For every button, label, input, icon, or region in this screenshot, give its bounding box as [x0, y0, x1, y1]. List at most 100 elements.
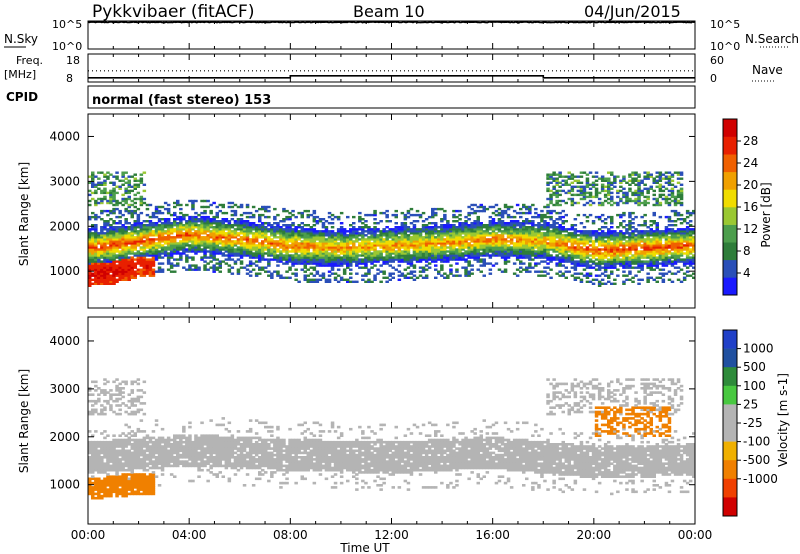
power-cell [600, 240, 605, 243]
power-cell [610, 195, 614, 199]
power-cell [667, 260, 672, 263]
power-cell [139, 246, 144, 249]
power-cell [215, 205, 219, 209]
power-cell [276, 264, 280, 267]
power-cell [115, 201, 119, 205]
power-cell [367, 272, 371, 275]
power-cell [182, 240, 186, 243]
power-cell [522, 226, 526, 229]
power-cell [121, 236, 125, 239]
power-cell [494, 248, 499, 251]
power-cell [300, 258, 304, 261]
power-cell [446, 260, 450, 263]
power-cell [494, 240, 499, 243]
power-cell [470, 236, 474, 239]
power-cell [267, 224, 271, 227]
power-cell [230, 230, 235, 233]
power-cell [515, 242, 520, 245]
power-cell [412, 248, 417, 251]
power-cell [409, 258, 414, 261]
power-cell [646, 238, 650, 241]
power-cell [336, 274, 341, 277]
power-cell [327, 254, 332, 257]
power-cell [254, 272, 259, 275]
power-cell [664, 230, 669, 233]
power-cell [485, 262, 490, 265]
power-cell [364, 230, 368, 233]
power-cell [616, 268, 620, 271]
power-cell [160, 246, 165, 249]
power-cell [215, 240, 219, 243]
power-cell [600, 256, 605, 259]
power-cell [607, 234, 611, 237]
power-cell [270, 272, 274, 275]
power-cell [261, 258, 265, 261]
power-cell [388, 242, 392, 245]
power-cell [285, 256, 289, 259]
power-cell [336, 238, 341, 241]
power-cell [546, 177, 550, 180]
power-cell [194, 236, 198, 239]
power-cell [625, 181, 629, 184]
power-cell [458, 258, 462, 261]
power-cell [421, 252, 426, 255]
power-cell [643, 250, 647, 253]
power-cell [188, 228, 192, 231]
power-cell [118, 209, 122, 213]
power-cell [412, 234, 417, 237]
power-cell [546, 226, 550, 229]
power-cell [519, 250, 523, 253]
power-cell [537, 244, 541, 247]
power-cell [318, 230, 323, 233]
power-cell [476, 250, 480, 253]
power-cell [194, 266, 198, 269]
power-cell [561, 240, 565, 243]
power-cell [476, 254, 480, 257]
power-cell [503, 209, 508, 213]
power-cell [370, 244, 374, 247]
power-cell [233, 236, 238, 239]
power-cell [458, 213, 462, 217]
power-cell [485, 234, 490, 237]
power-cell [291, 250, 295, 253]
power-cell [327, 242, 332, 245]
power-cell [218, 264, 222, 267]
power-cell [440, 256, 444, 259]
power-cell [388, 260, 392, 263]
power-cell [415, 213, 420, 217]
power-cell [197, 248, 201, 251]
power-cell [479, 228, 483, 231]
power-cell [661, 272, 666, 275]
power-cell [242, 230, 247, 233]
power-cell [97, 181, 101, 184]
power-cell [245, 224, 250, 227]
power-cell [643, 175, 647, 178]
date-label: 04/Jun/2015 [584, 2, 681, 21]
power-cell [248, 230, 253, 233]
power-cell [546, 224, 550, 227]
power-cell [540, 246, 544, 249]
power-cell [452, 246, 456, 249]
power-cell [88, 280, 92, 283]
power-cell [664, 171, 669, 174]
power-cell [673, 230, 678, 233]
power-cell [443, 276, 447, 279]
power-cell [397, 246, 402, 249]
power-cell [309, 230, 314, 233]
power-cell [576, 252, 581, 255]
power-cell [597, 228, 602, 231]
power-cell [588, 236, 593, 239]
power-cell [145, 266, 150, 269]
power-cell [485, 242, 490, 245]
power-cell [251, 254, 256, 257]
power-cell [236, 218, 241, 221]
power-cell [652, 268, 656, 271]
power-cell [376, 238, 380, 241]
power-cell [658, 201, 663, 205]
power-cell [306, 244, 310, 247]
power-cell [382, 230, 386, 233]
power-cell [603, 254, 608, 257]
power-cell [218, 252, 222, 255]
power-cell [273, 254, 277, 257]
power-cell [482, 260, 486, 263]
